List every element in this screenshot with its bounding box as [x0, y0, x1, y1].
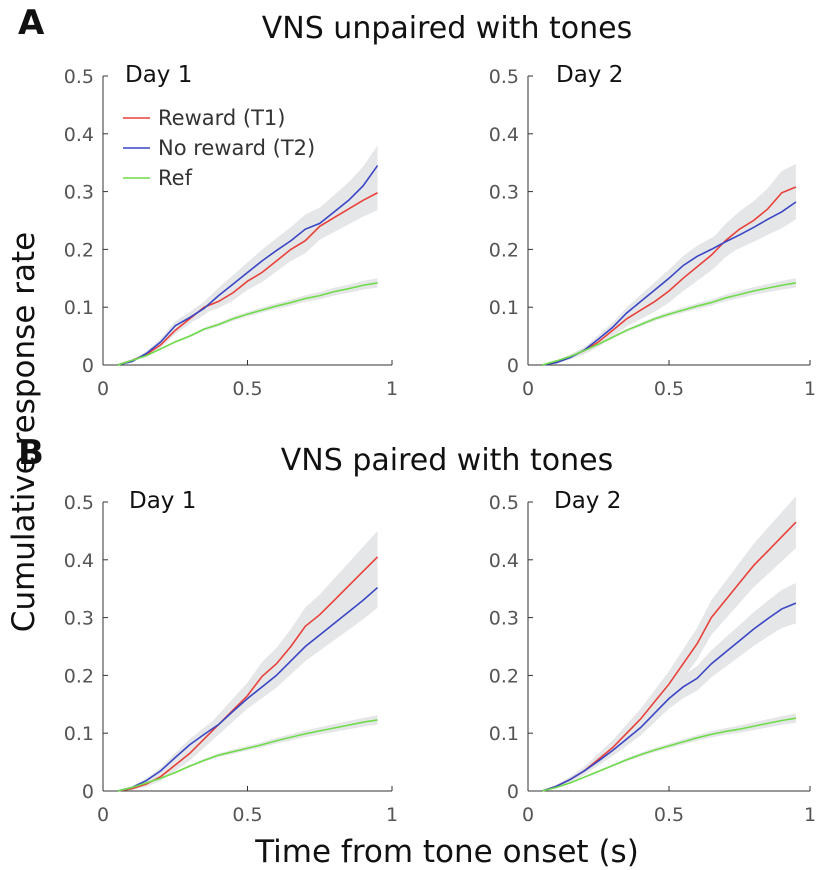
series-line-ref	[541, 282, 797, 366]
error-band-ref	[542, 713, 796, 791]
y-tick-label: 0.5	[64, 66, 94, 88]
y-tick-label: 0.1	[64, 297, 94, 319]
row-title-a: VNS unpaired with tones	[262, 11, 632, 46]
x-tick-label: 0.5	[232, 378, 262, 400]
y-tick-label: 0.4	[64, 124, 94, 146]
panel-letter-b: B	[18, 433, 44, 473]
y-tick-label: 0.5	[489, 492, 519, 514]
day-label: Day 2	[554, 488, 621, 514]
series-line-ref	[117, 282, 378, 366]
series-line-noreward	[117, 165, 379, 366]
chart-1: 0 0.1 0.2 0.3 0.4 0.5 0 0.5 1 Day 2	[489, 62, 816, 400]
y-tick-label: 0	[507, 781, 519, 803]
y-axis-label: Cumulative response rate	[6, 232, 42, 632]
chart-0: 0 0.1 0.2 0.3 0.4 0.5 0 0.5 1 Day 1 Reward (T1) No …	[64, 62, 398, 400]
x-tick-label: 0.5	[654, 804, 684, 826]
y-tick-label: 0.3	[64, 608, 94, 630]
y-tick-label: 0.2	[64, 239, 94, 261]
panel-letter-a: A	[18, 3, 45, 43]
x-tick-label: 0.5	[654, 378, 684, 400]
day-label: Day 2	[556, 62, 623, 88]
error-band-ref	[117, 715, 378, 791]
y-tick-label: 0.4	[489, 550, 519, 572]
y-tick-label: 0	[82, 781, 94, 803]
day-label: Day 1	[125, 62, 192, 88]
error-band-noreward	[542, 184, 796, 365]
legend: Reward (T1) No reward (T2) Ref	[123, 106, 315, 190]
series-line-ref	[117, 719, 378, 792]
x-tick-label: 1	[804, 804, 816, 826]
series-line-noreward	[117, 586, 379, 792]
x-tick-label: 0	[97, 804, 109, 826]
x-tick-label: 0	[522, 804, 534, 826]
y-tick-label: 0	[507, 355, 519, 377]
day-label: Day 1	[129, 488, 196, 514]
legend-label: Ref	[158, 166, 193, 190]
y-tick-label: 0.2	[489, 239, 519, 261]
error-band-noreward	[542, 582, 796, 791]
x-tick-label: 1	[386, 804, 398, 826]
chart-3: 0 0.1 0.2 0.3 0.4 0.5 0 0.5 1 Day 2	[489, 488, 816, 826]
y-tick-label: 0.3	[489, 182, 519, 204]
row-title-b: VNS paired with tones	[281, 443, 613, 478]
y-tick-label: 0.5	[64, 492, 94, 514]
y-tick-label: 0.4	[489, 124, 519, 146]
error-band-reward	[542, 496, 796, 791]
y-tick-label: 0.5	[489, 66, 519, 88]
y-tick-label: 0.3	[64, 182, 94, 204]
series-line-reward	[117, 192, 378, 366]
legend-label: Reward (T1)	[158, 106, 285, 130]
series-line-noreward	[541, 602, 797, 792]
x-axis-label: Time from tone onset (s)	[254, 834, 639, 870]
y-tick-label: 0.1	[489, 297, 519, 319]
panels: 0 0.1 0.2 0.3 0.4 0.5 0 0.5 1 Day 1 Reward (T1) No …	[64, 62, 816, 826]
x-tick-label: 0.5	[232, 804, 262, 826]
y-tick-label: 0.2	[64, 665, 94, 687]
y-tick-label: 0.4	[64, 550, 94, 572]
y-tick-label: 0	[82, 355, 94, 377]
y-tick-label: 0.3	[489, 608, 519, 630]
chart-2: 0 0.1 0.2 0.3 0.4 0.5 0 0.5 1 Day 1	[64, 488, 398, 826]
x-tick-label: 0	[522, 378, 534, 400]
series-line-reward	[117, 556, 379, 792]
y-tick-label: 0.1	[64, 723, 94, 745]
y-tick-label: 0.2	[489, 665, 519, 687]
series-line-ref	[541, 717, 797, 792]
x-tick-label: 1	[386, 378, 398, 400]
error-band-reward	[117, 530, 378, 791]
error-band-noreward	[117, 145, 378, 365]
legend-label: No reward (T2)	[158, 136, 315, 160]
x-tick-label: 0	[97, 378, 109, 400]
y-tick-label: 0.1	[489, 723, 519, 745]
error-band-ref	[117, 278, 378, 365]
x-tick-label: 1	[804, 378, 816, 400]
error-band-reward	[542, 163, 796, 365]
